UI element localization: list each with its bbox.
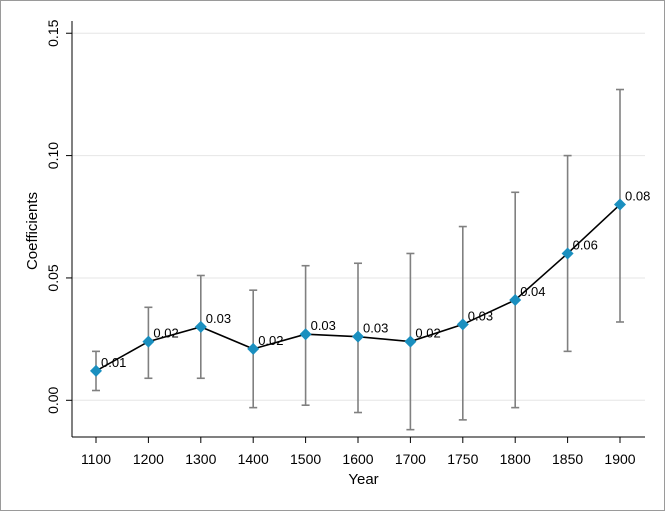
data-point-3: [247, 342, 260, 355]
data-label-8: 0.04: [520, 284, 545, 299]
data-point-2: [194, 320, 207, 333]
x-tick-label-6: 1700: [395, 451, 426, 467]
x-tick-label-10: 1900: [604, 451, 635, 467]
data-label-7: 0.03: [468, 308, 493, 323]
x-tick-label-8: 1800: [500, 451, 531, 467]
data-label-3: 0.02: [258, 333, 283, 348]
data-label-9: 0.06: [573, 237, 598, 252]
data-label-1: 0.02: [153, 326, 178, 341]
error-bars: [92, 88, 624, 431]
x-axis-title: Year: [348, 471, 378, 488]
markers: [90, 198, 626, 377]
data-point-8: [509, 293, 522, 306]
axes: 0.00 0.05 0.10 0.15 1100 1200 1300 1400 1500 1600…: [45, 19, 645, 467]
data-point-7: [456, 318, 469, 331]
x-tick-label-1: 1200: [133, 451, 164, 467]
x-tick-label-3: 1400: [238, 451, 269, 467]
data-point-6: [404, 335, 417, 348]
data-label-10: 0.08: [625, 189, 650, 204]
data-label-5: 0.03: [363, 321, 388, 336]
x-tick-label-0: 1100: [81, 451, 111, 467]
data-label-2: 0.03: [206, 311, 231, 326]
data-point-0: [90, 364, 102, 377]
y-tick-label-0: 0.00: [45, 386, 61, 413]
x-tick-label-7: 1750: [447, 451, 478, 467]
x-tick-label-9: 1850: [552, 451, 583, 467]
data-point-5: [352, 330, 364, 343]
y-tick-label-3: 0.15: [45, 19, 61, 46]
y-tick-label-1: 0.05: [45, 264, 61, 291]
data-point-4: [299, 328, 312, 341]
y-tick-label-2: 0.10: [45, 142, 61, 169]
data-point-10: [614, 198, 626, 211]
data-point-1: [142, 335, 155, 348]
data-point-9: [561, 247, 574, 260]
data-label-6: 0.02: [415, 326, 440, 341]
x-tick-label-4: 1500: [290, 451, 321, 467]
data-label-0: 0.01: [101, 355, 126, 370]
x-tick-label-5: 1600: [342, 451, 373, 467]
data-labels: 0.01 0.02 0.03 0.02 0.03 0.03 0.02 0.03 0.04 0.06…: [101, 189, 650, 370]
y-axis-title: Coefficients: [24, 192, 41, 270]
data-label-4: 0.03: [311, 318, 336, 333]
x-tick-label-2: 1300: [185, 451, 216, 467]
